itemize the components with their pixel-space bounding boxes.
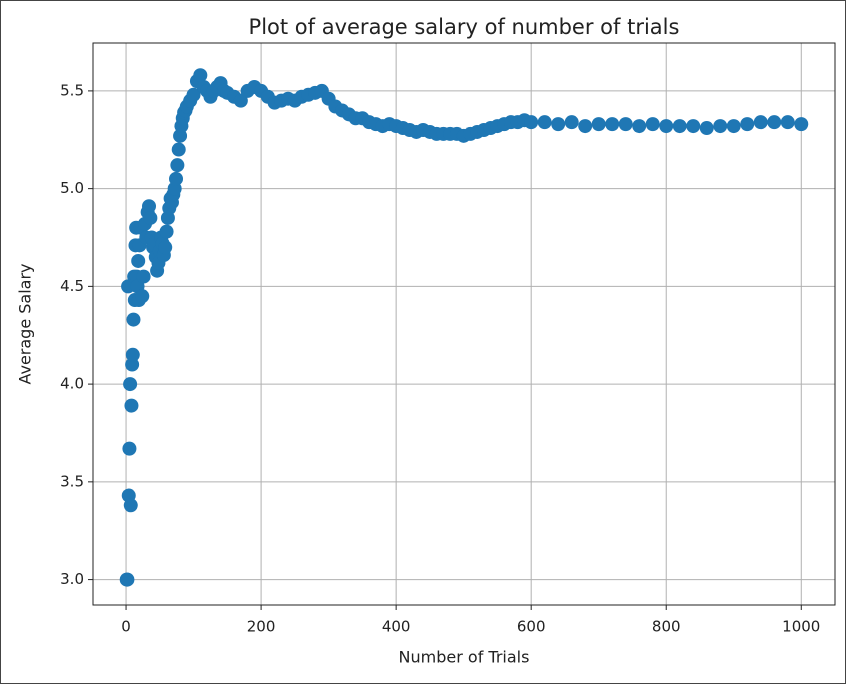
point [645,117,660,132]
x-axis-label: Number of Trials [399,648,530,667]
x-tick-label: 1000 [782,618,820,636]
point [233,93,248,108]
x-tick-label: 400 [382,618,411,636]
point [686,119,701,134]
y-tick-label: 5.5 [60,81,84,99]
point [135,289,150,304]
y-tick-label: 5.0 [60,179,84,197]
point [794,117,809,132]
point [537,115,552,130]
point [193,68,208,83]
point [632,119,647,134]
point [122,441,137,456]
point [564,115,579,130]
point [618,117,633,132]
point [124,398,139,413]
point [578,119,593,134]
point [125,347,140,362]
x-tick-label: 0 [121,618,131,636]
point [524,115,539,130]
point [131,253,146,268]
point [143,210,158,225]
point [142,199,157,214]
y-axis-label: Average Salary [16,263,35,384]
point [126,312,141,327]
point [605,117,620,132]
chart-title: Plot of average salary of number of tria… [249,15,680,39]
point [158,240,173,255]
point [780,115,795,130]
point [767,115,782,130]
y-tick-label: 4.5 [60,277,84,295]
point [753,115,768,130]
point [591,117,606,132]
point [120,572,135,587]
point [123,498,138,513]
point [551,117,566,132]
point [699,121,714,136]
point [672,119,687,134]
point [159,224,174,239]
y-tick-label: 4.0 [60,375,84,393]
y-tick-label: 3.5 [60,472,84,490]
x-tick-label: 800 [652,618,681,636]
point [740,117,755,132]
point [170,158,185,173]
x-tick-label: 600 [517,618,546,636]
x-tick-label: 200 [247,618,276,636]
point [659,119,674,134]
point [726,119,741,134]
axes-frame [92,42,836,606]
point [171,142,186,157]
point [169,171,184,186]
point [713,119,728,134]
point [186,87,201,102]
y-tick-label: 3.0 [60,570,84,588]
point [123,377,138,392]
point [136,269,151,284]
